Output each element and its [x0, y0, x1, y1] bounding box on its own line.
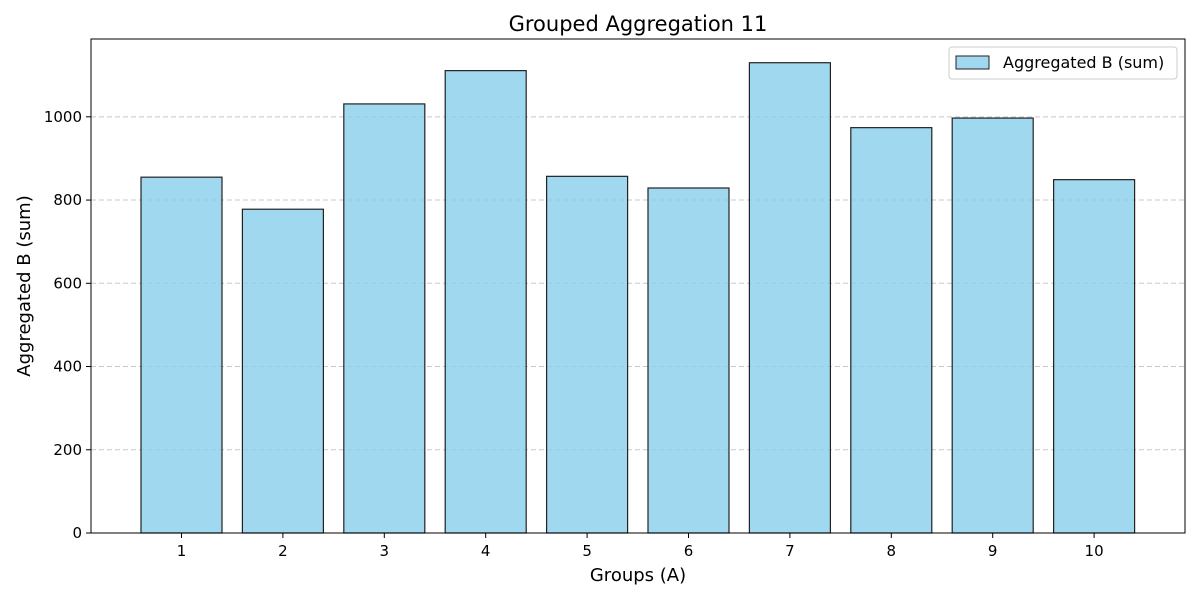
bar-group-10	[1052, 179, 1136, 534]
x-axis-ticks: 1 2 3 4 5 6 7 8 9 10	[177, 533, 1104, 560]
bars	[140, 62, 1136, 534]
x-tick-label: 3	[380, 542, 390, 560]
bar-group-5	[545, 175, 629, 534]
chart-title: Grouped Aggregation 11	[509, 12, 768, 36]
y-tick-label: 200	[53, 441, 82, 459]
bar-group-1	[140, 176, 223, 534]
y-axis-ticks: 0 200 400 600 800 1000	[44, 108, 91, 542]
legend: Aggregated B (sum)	[948, 46, 1178, 80]
x-tick-label: 9	[988, 542, 998, 560]
bar-group-7	[748, 62, 832, 534]
y-tick-label: 1000	[44, 108, 82, 126]
x-tick-label: 10	[1085, 542, 1104, 560]
bar-group-8	[850, 127, 933, 534]
y-tick-label: 600	[53, 274, 82, 292]
x-tick-label: 8	[887, 542, 897, 560]
legend-label: Aggregated B (sum)	[1003, 53, 1164, 72]
legend-box	[948, 46, 1178, 80]
y-tick-label: 0	[72, 524, 82, 542]
x-tick-label: 7	[785, 542, 795, 560]
bar-group-4	[444, 70, 527, 534]
bar-group-2	[241, 208, 324, 534]
grid-lines	[91, 116, 1185, 451]
x-tick-label: 5	[582, 542, 592, 560]
y-tick-label: 800	[53, 191, 82, 209]
x-tick-label: 4	[481, 542, 491, 560]
y-tick-label: 400	[53, 358, 82, 376]
bar-group-9	[951, 117, 1034, 534]
x-axis-label: Groups (A)	[590, 565, 686, 586]
y-axis-label: Aggregated B (sum)	[14, 195, 35, 376]
x-tick-label: 1	[177, 542, 187, 560]
x-tick-label: 6	[684, 542, 694, 560]
bar-group-3	[343, 103, 426, 534]
bar-group-6	[647, 187, 730, 534]
legend-swatch	[955, 55, 990, 70]
plot-frame	[90, 38, 1186, 534]
x-tick-label: 2	[278, 542, 288, 560]
